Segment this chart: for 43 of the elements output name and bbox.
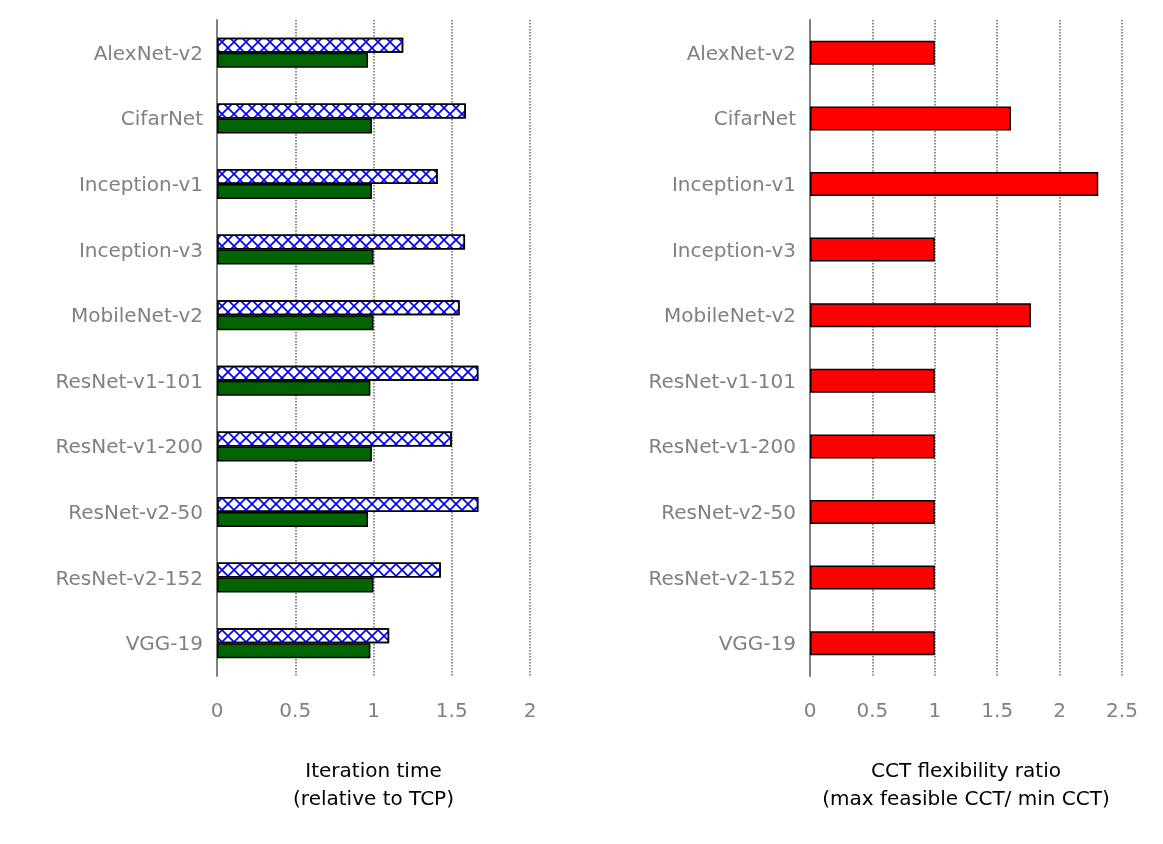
- x-tick-label: 0: [210, 698, 224, 722]
- y-tick-label: VGG-19: [718, 631, 796, 656]
- y-tick-label: MobileNet-v2: [664, 303, 796, 328]
- x-tick-label: 1.5: [981, 698, 1014, 722]
- y-tick-label: VGG-19: [125, 631, 203, 656]
- bar: [810, 500, 935, 524]
- y-tick-label: ResNet-v2-50: [68, 500, 203, 524]
- y-tick-label: ResNet-v2-152: [648, 565, 796, 590]
- x-tick-label: 1: [928, 698, 942, 722]
- y-tick-label: Inception-v1: [671, 172, 796, 196]
- x-tick-label: 2: [523, 698, 537, 722]
- y-tick-label: Inception-v3: [671, 237, 796, 262]
- bar: [810, 631, 935, 656]
- y-tick-label: ResNet-v1-101: [648, 368, 796, 393]
- x-tick-label: 2.5: [1106, 698, 1138, 722]
- y-tick-label: Inception-v1: [78, 172, 203, 196]
- y-tick-label: MobileNet-v2: [71, 303, 203, 328]
- x-tick-label: 1.5: [435, 698, 468, 722]
- x-tick-label: 0: [803, 698, 817, 722]
- bar: [810, 368, 935, 393]
- y-tick-label: CifarNet: [713, 106, 797, 131]
- bar: [810, 172, 1099, 196]
- bar: [810, 106, 1011, 131]
- bar: [810, 565, 935, 590]
- y-tick-label: Inception-v3: [78, 237, 203, 262]
- y-tick-label: ResNet-v2-152: [55, 565, 203, 590]
- x-tick-label: 2: [1053, 698, 1066, 722]
- y-tick-label: ResNet-v1-101: [55, 368, 203, 393]
- y-tick-label: CifarNet: [120, 106, 204, 131]
- bar: [810, 434, 935, 459]
- x-tick-label: 1: [367, 698, 380, 722]
- y-tick-label: AlexNet-v2: [686, 40, 796, 65]
- bar: [810, 303, 1031, 328]
- x-tick-label: 0.5: [856, 698, 889, 722]
- x-axis-title: Iteration time (relative to TCP): [293, 758, 454, 810]
- y-tick-label: AlexNet-v2: [93, 40, 203, 65]
- y-tick-label: ResNet-v1-200: [55, 434, 203, 459]
- x-tick-label: 0.5: [279, 698, 312, 722]
- y-tick-label: ResNet-v1-200: [648, 434, 796, 459]
- y-tick-label: ResNet-v2-50: [661, 500, 796, 524]
- x-axis-title: CCT flexibility ratio (max feasible CCT/ min CCT): [822, 758, 1110, 810]
- bar: [810, 40, 935, 65]
- bar: [810, 237, 935, 262]
